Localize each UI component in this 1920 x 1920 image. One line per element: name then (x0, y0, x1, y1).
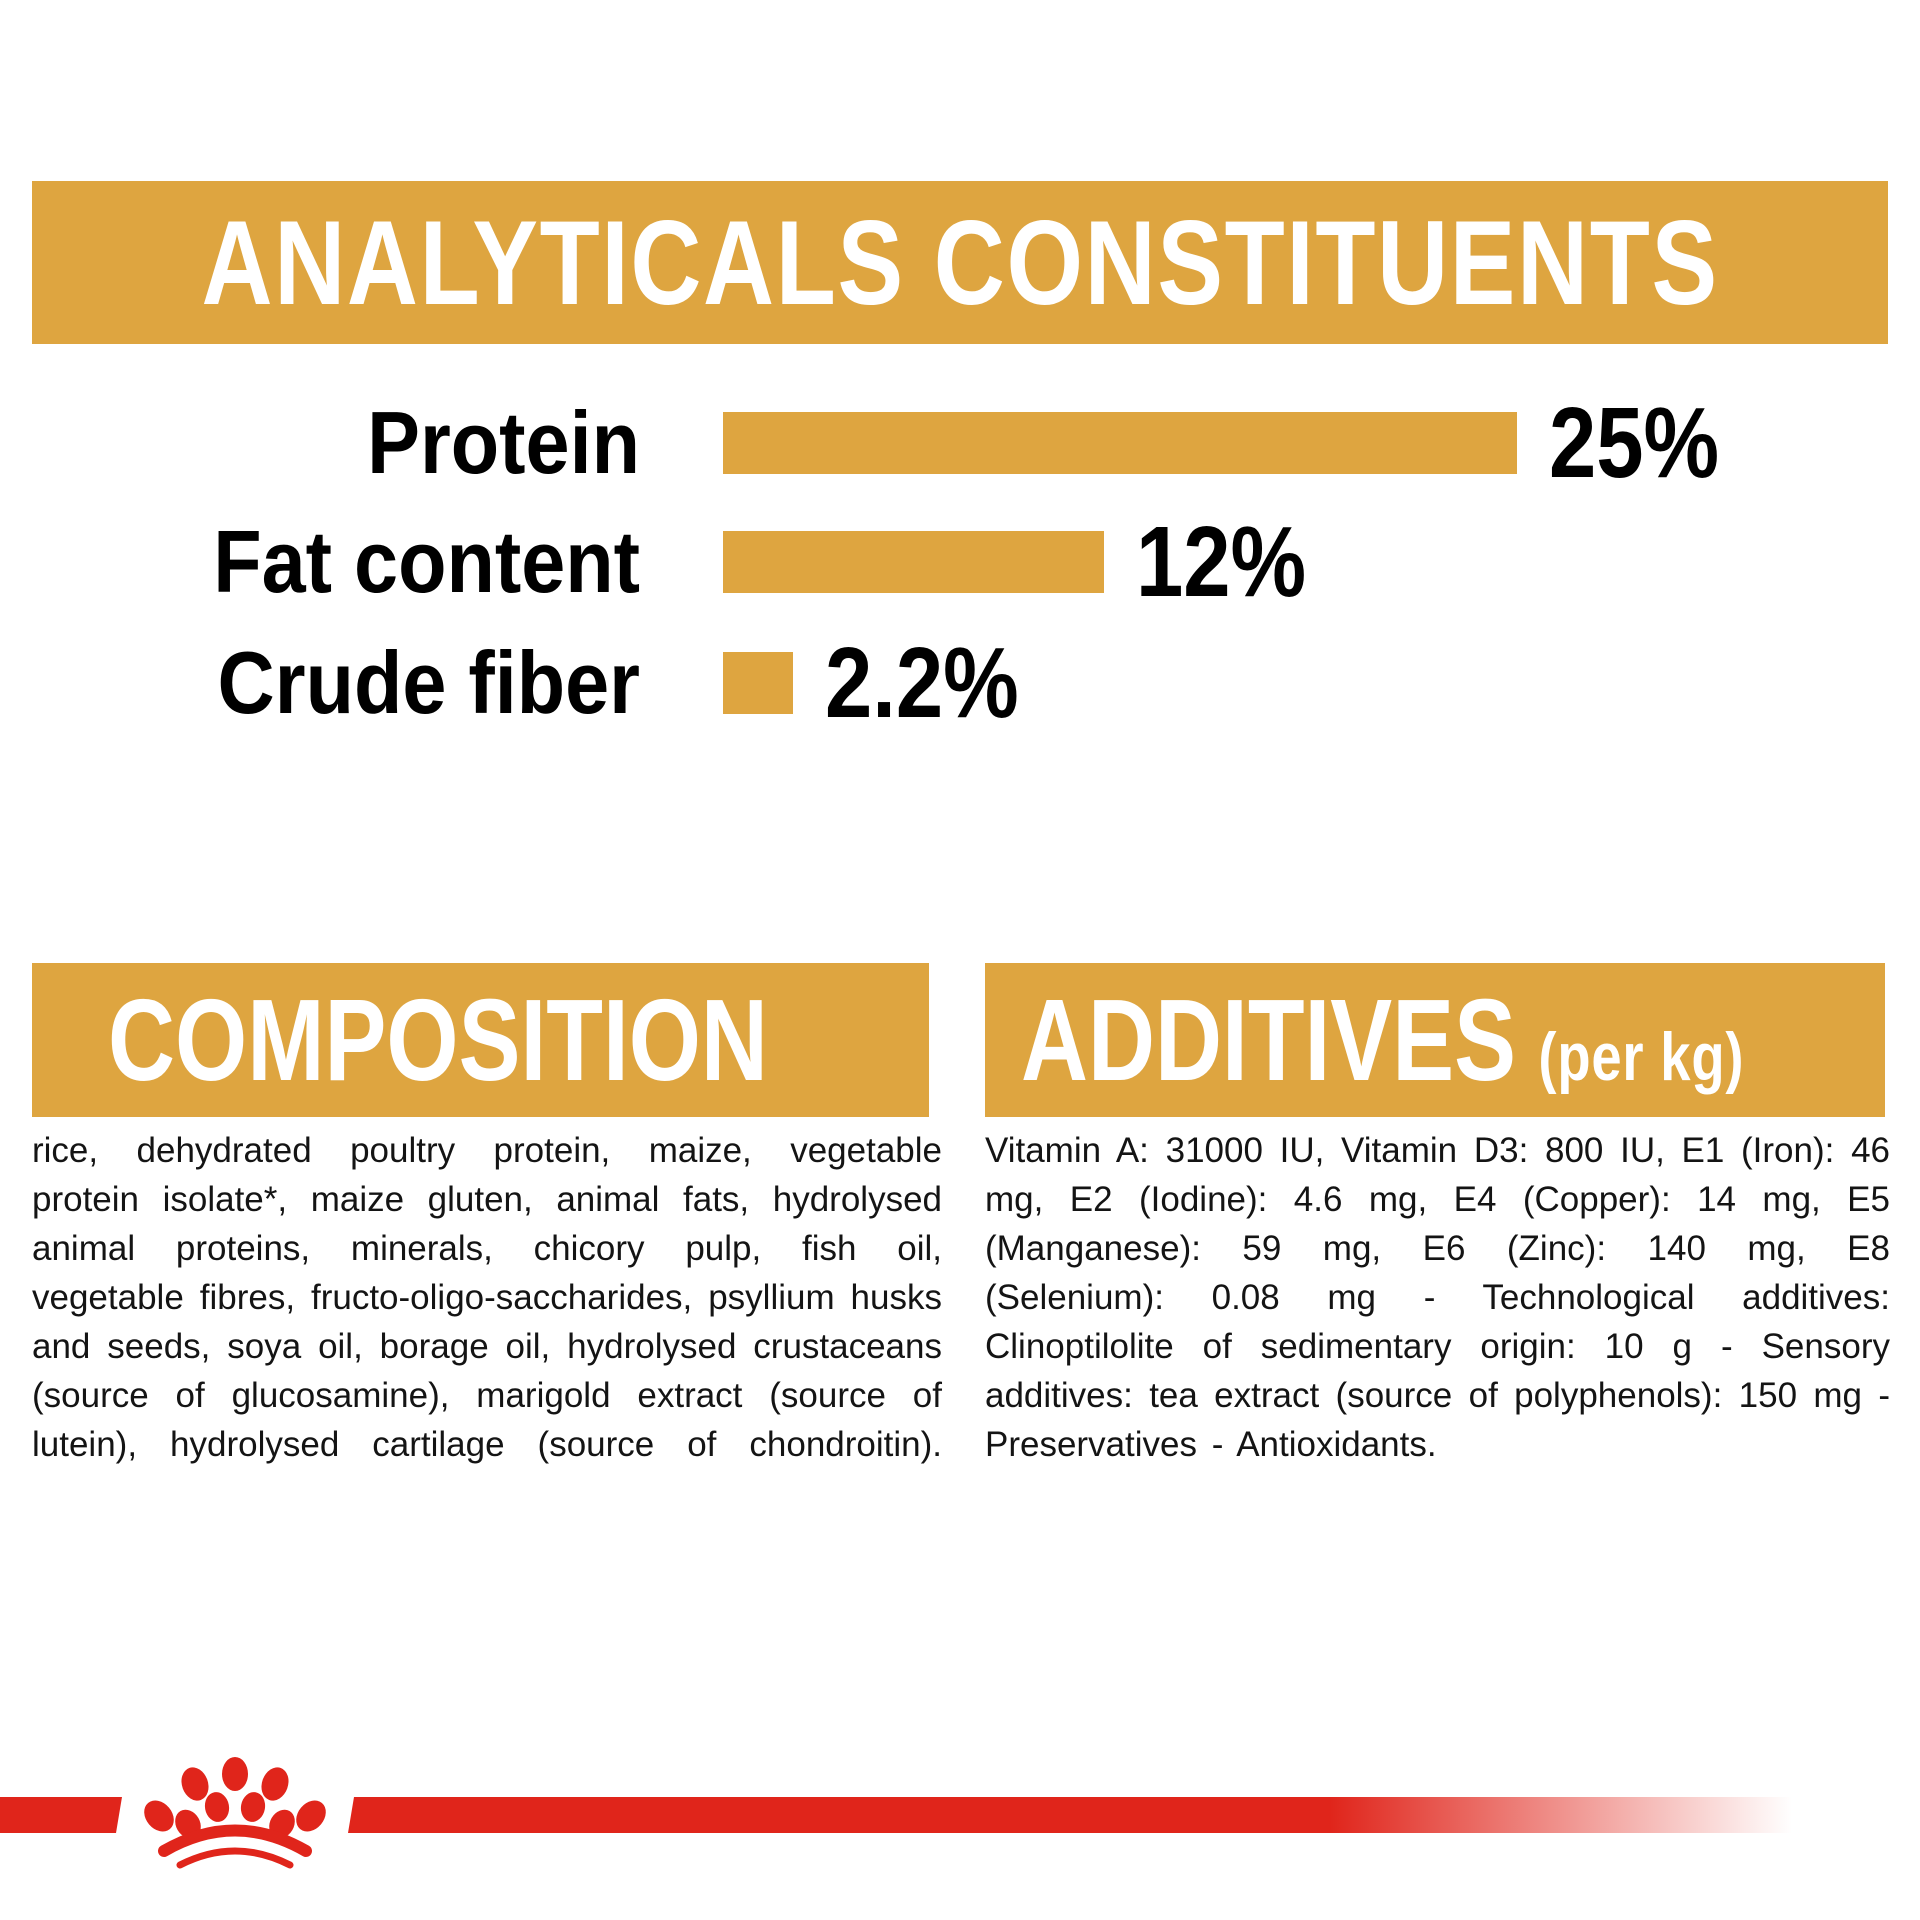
chart-category-label: Fat content (213, 512, 640, 611)
composition-text: rice, dehydrated poultry protein, maize,… (32, 1131, 942, 1464)
chart-category-label: Protein (367, 393, 640, 492)
additives-title-suffix: (per kg) (1538, 1019, 1745, 1095)
bar-fat-content (723, 531, 1104, 593)
red-stripe-right (348, 1797, 1792, 1833)
red-stripe-left (0, 1797, 122, 1833)
chart-row-crude-fiber: Crude fiber 2.2% (30, 633, 1053, 733)
chart-value-label: 25% (1549, 387, 1720, 499)
chart-value-label: 12% (1136, 506, 1307, 618)
royal-canin-crown-icon (144, 1757, 326, 1869)
analyticals-banner: ANALYTICALS CONSTITUENTS (32, 181, 1888, 344)
bar-protein (723, 412, 1517, 474)
analyticals-title: ANALYTICALS CONSTITUENTS (201, 195, 1719, 330)
additives-banner: ADDITIVES (per kg) (985, 963, 1885, 1117)
chart-category-label: Crude fiber (217, 633, 640, 732)
additives-text: Vitamin A: 31000 IU, Vitamin D3: 800 IU,… (985, 1131, 1890, 1464)
chart-row-protein: Protein 25% (30, 393, 1749, 493)
additives-title-text: ADDITIVES (1021, 975, 1516, 1105)
additives-title: ADDITIVES (per kg) (1021, 982, 1744, 1098)
composition-title: COMPOSITION (108, 975, 768, 1105)
composition-banner: COMPOSITION (32, 963, 929, 1117)
chart-value-label: 2.2% (825, 627, 1019, 739)
bar-crude-fiber (723, 652, 793, 714)
chart-row-fat-content: Fat content 12% (30, 512, 1336, 612)
